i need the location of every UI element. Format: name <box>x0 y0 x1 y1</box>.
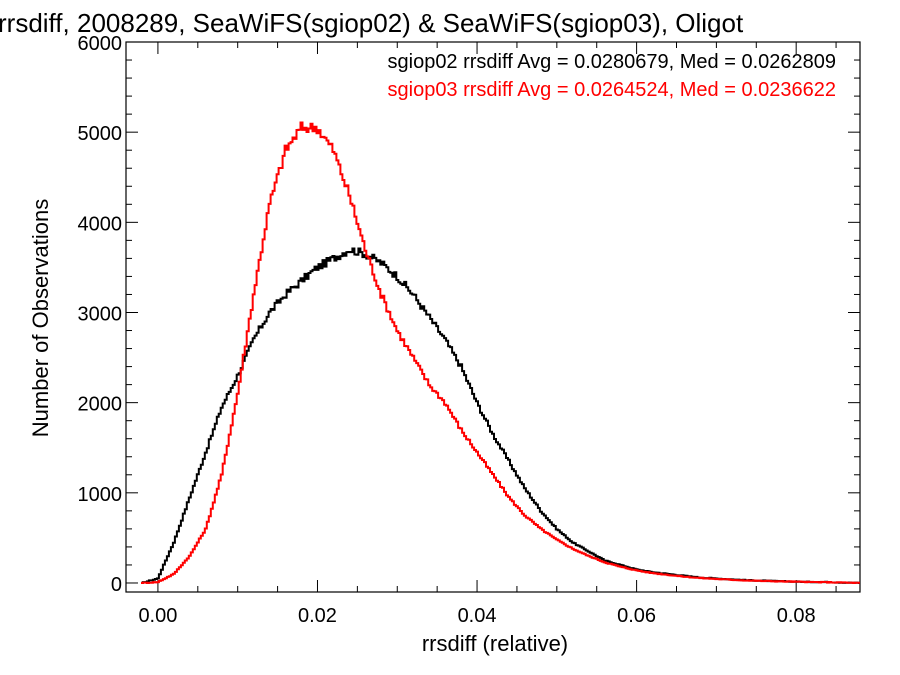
y-tick-label: 4000 <box>78 213 123 235</box>
plot-frame <box>125 41 861 593</box>
y-axis-label: Number of Observations <box>28 199 53 437</box>
x-tick-label: 0.04 <box>458 605 497 627</box>
y-tick-label: 6000 <box>78 33 123 55</box>
x-tick-label: 0.08 <box>777 605 816 627</box>
x-tick-label: 0.02 <box>298 605 337 627</box>
x-tick-label: 0.00 <box>138 605 177 627</box>
legend-entry-sgiop03: sgiop03 rrsdiff Avg = 0.0264524, Med = 0… <box>388 79 837 101</box>
y-tick-label: 0 <box>111 574 122 596</box>
y-tick-label: 5000 <box>78 123 123 145</box>
y-tick-label: 3000 <box>78 303 123 325</box>
series-line-sgiop03 <box>141 121 860 584</box>
x-tick-label: 0.06 <box>617 605 656 627</box>
y-tick-label: 2000 <box>78 394 123 416</box>
y-tick-label: 1000 <box>78 484 123 506</box>
plot-area: 0.00 0.02 0.04 0.06 0.08 0 1000 2000 3000 4000 500… <box>78 33 861 627</box>
chart-title: rrsdiff, 2008289, SeaWiFS(sgiop02) & Sea… <box>0 8 744 38</box>
legend-entry-sgiop02: sgiop02 rrsdiff Avg = 0.0280679, Med = 0… <box>388 51 837 73</box>
x-axis-label: rrsdiff (relative) <box>422 631 568 656</box>
